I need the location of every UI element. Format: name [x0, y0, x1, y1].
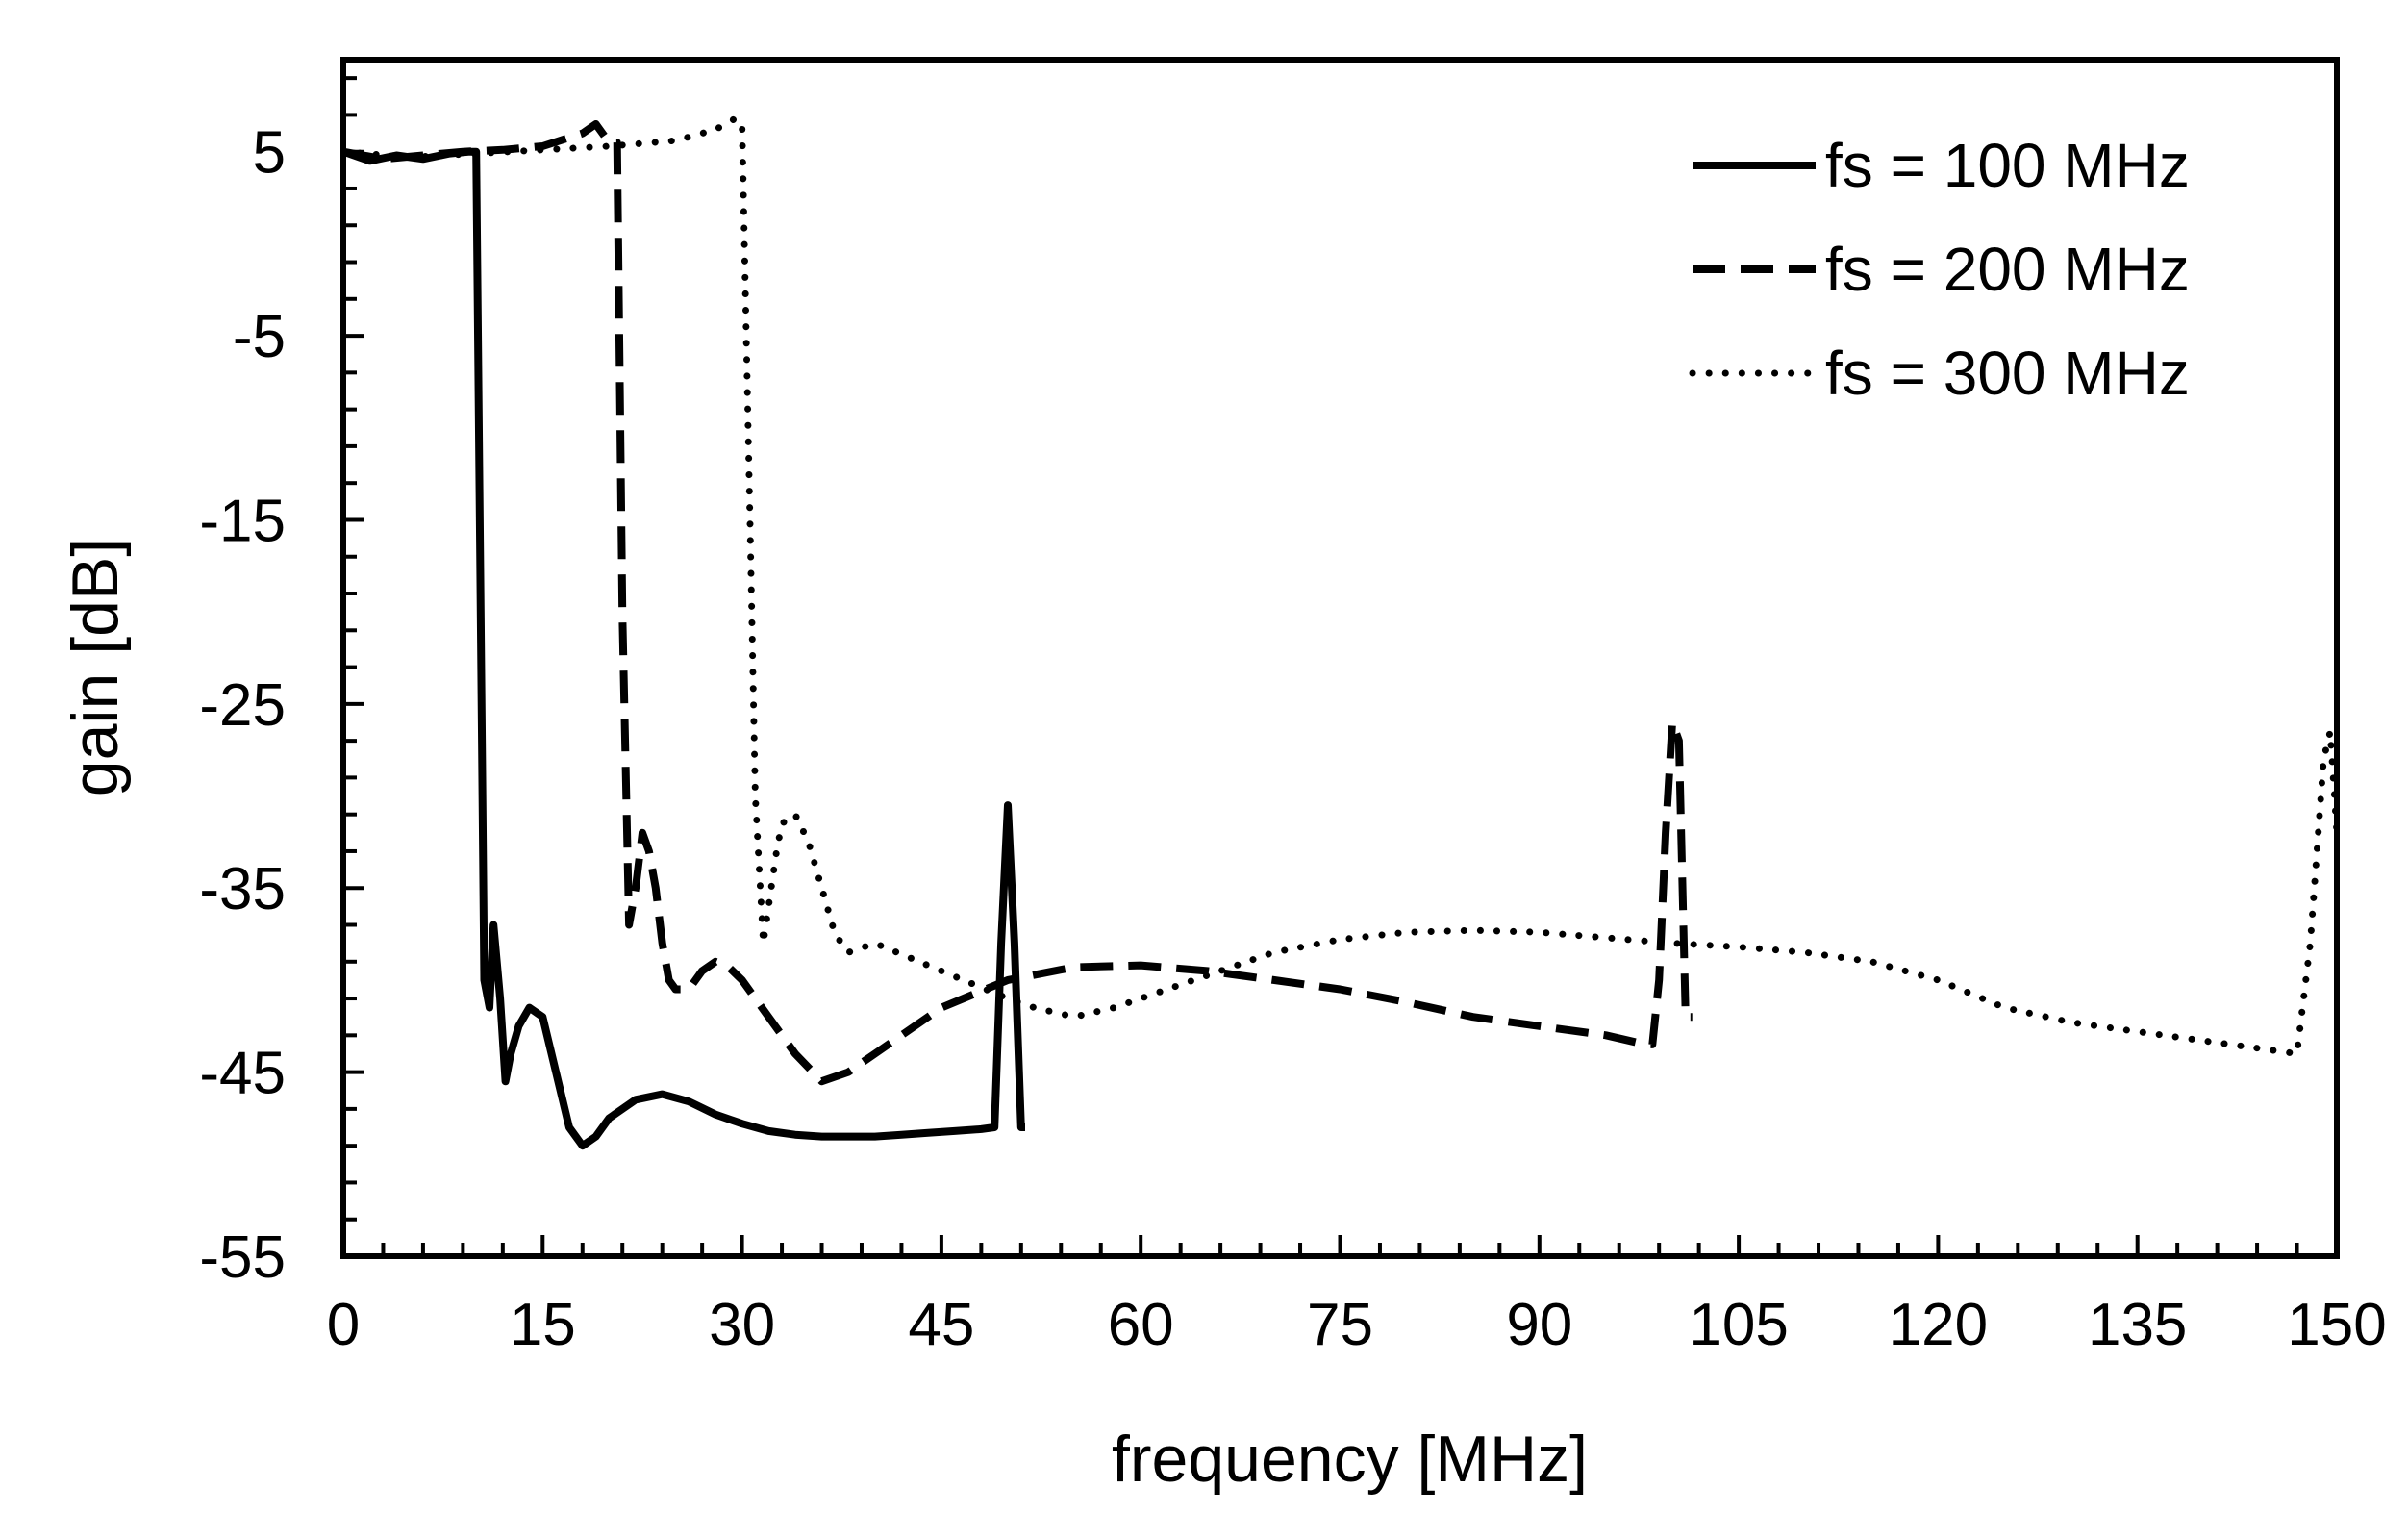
legend-label-1: fs = 100 MHz [1825, 131, 2190, 200]
x-tick-label: 15 [510, 1292, 576, 1358]
y-tick-label: -35 [199, 856, 286, 922]
x-tick-label: 135 [2088, 1292, 2187, 1358]
legend-label-2: fs = 200 MHz [1825, 235, 2190, 304]
x-tick-label: 0 [327, 1292, 360, 1358]
x-tick-label: 60 [1108, 1292, 1174, 1358]
y-tick-label: 5 [253, 120, 286, 187]
x-tick-label: 45 [908, 1292, 974, 1358]
x-tick-label: 90 [1506, 1292, 1572, 1358]
x-tick-label: 150 [2287, 1292, 2386, 1358]
y-tick-label: -25 [199, 672, 286, 739]
plot-area: 0 15 30 45 60 75 90 105 120 135 150-55-45-35-25-15… [59, 57, 2387, 1496]
y-tick-label: -15 [199, 488, 286, 554]
y-tick-label: -55 [199, 1224, 286, 1291]
legend-label-3: fs = 300 MHz [1825, 339, 2190, 408]
series-line-2 [343, 120, 1693, 1086]
y-tick-label: -5 [233, 304, 286, 370]
series-line-1 [343, 147, 1025, 1150]
y-axis-title: gain [dB] [59, 539, 132, 796]
x-tick-label: 75 [1307, 1292, 1373, 1358]
x-axis-title: frequency [MHz] [1112, 1423, 1588, 1496]
x-tick-label: 120 [1889, 1292, 1988, 1358]
y-tick-label: -45 [199, 1041, 286, 1107]
x-tick-label: 105 [1689, 1292, 1788, 1358]
x-tick-label: 30 [709, 1292, 775, 1358]
